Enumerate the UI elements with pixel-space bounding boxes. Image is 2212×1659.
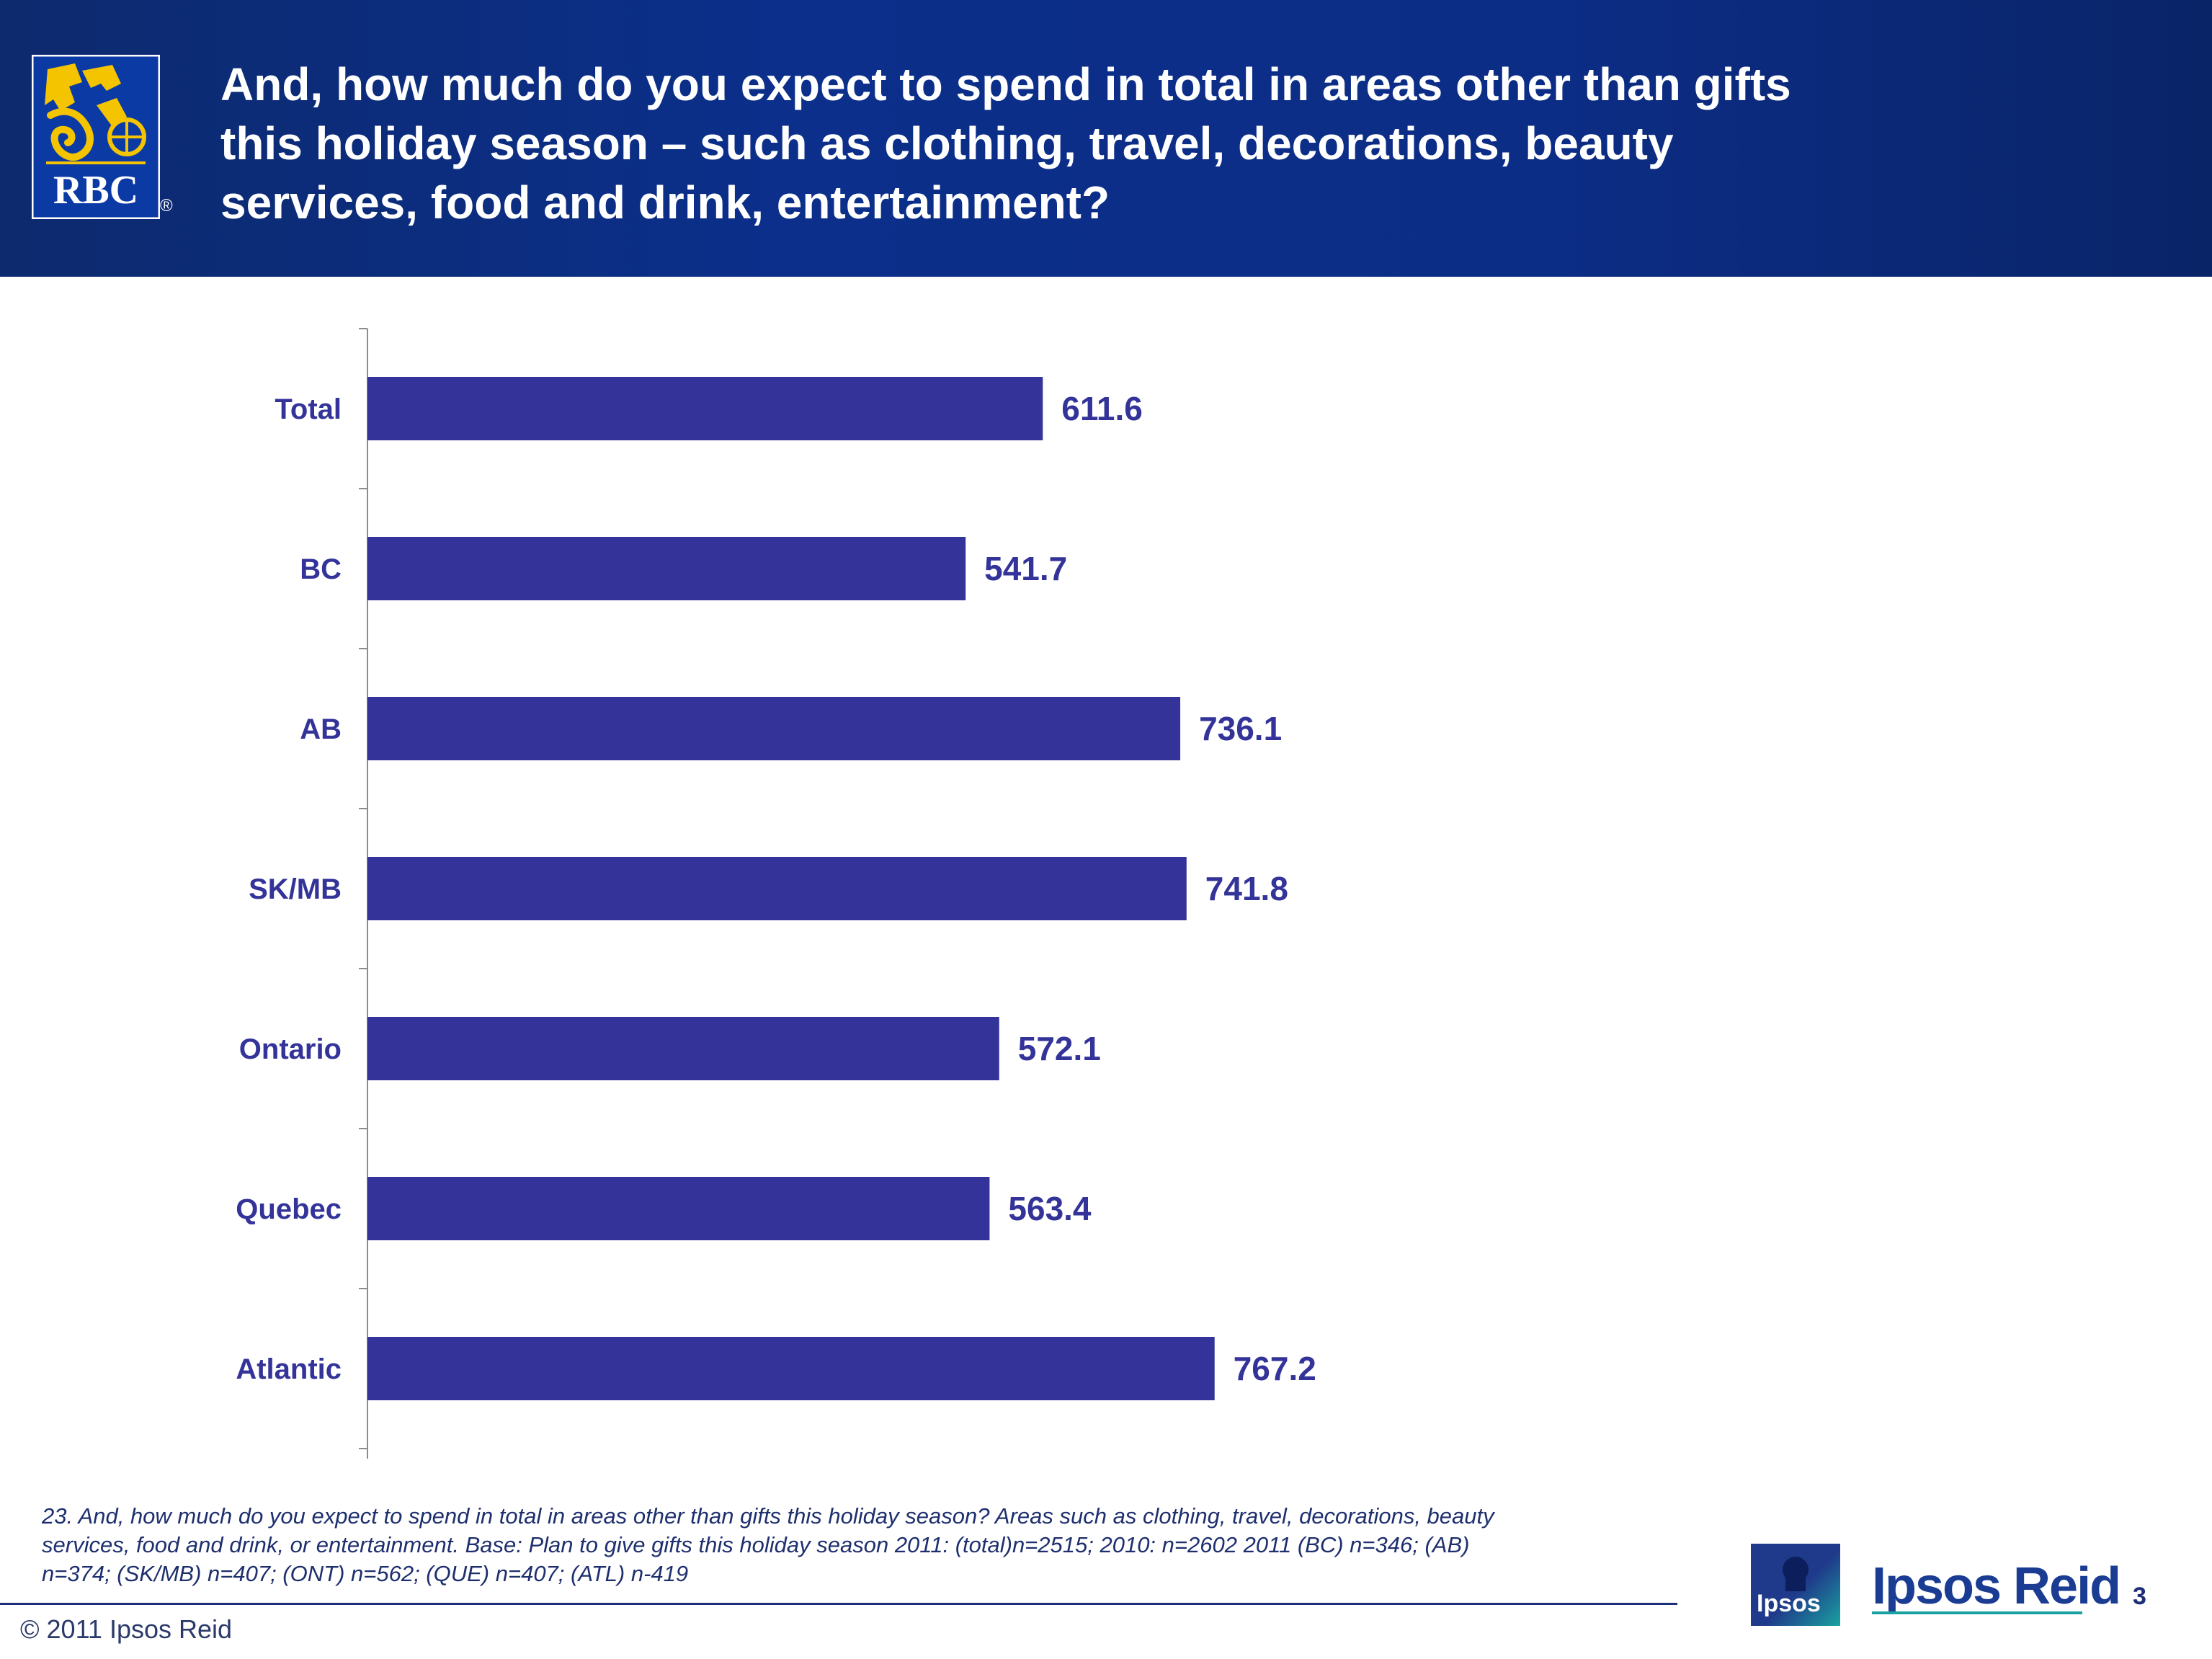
category-label: Atlantic [236, 1353, 342, 1385]
value-label: 563.4 [1008, 1190, 1092, 1227]
logo-text: RBC [53, 168, 138, 213]
category-label: Ontario [239, 1033, 342, 1065]
footnote: 23. And, how much do you expect to spend… [42, 1502, 1713, 1588]
page-number: 3 [2133, 1583, 2146, 1610]
footer-divider [0, 1603, 1677, 1605]
title-line: services, food and drink, entertainment? [220, 177, 1110, 228]
rbc-lion-logo: RBC [32, 55, 160, 219]
title-line: And, how much do you expect to spend in … [220, 58, 1791, 110]
category-label: SK/MB [249, 873, 342, 905]
footnote-line: services, food and drink, or entertainme… [42, 1532, 1470, 1557]
bar-total [367, 377, 1043, 440]
bar-bc [367, 537, 966, 600]
footnote-line: 23. And, how much do you expect to spend… [42, 1503, 1494, 1529]
bar-ontario [367, 1017, 999, 1080]
category-label: Total [275, 393, 342, 425]
value-label: 767.2 [1234, 1350, 1316, 1387]
bar-quebec [367, 1177, 990, 1240]
bar-ab [367, 697, 1181, 760]
brand-name: Ipsos Reid [1872, 1557, 2121, 1615]
header-banner: RBC ® And, how much do you expect to spe… [0, 0, 2212, 277]
title-line: this holiday season – such as clothing, … [220, 117, 1674, 169]
ipsos-head-icon [1783, 1557, 1809, 1591]
copyright-text: © 2011 Ipsos Reid [20, 1614, 233, 1644]
value-label: 611.6 [1061, 390, 1143, 427]
bar-chart: Total 611.6 BC 541.7 AB 736.1 SK/MB 741.8 Ontari… [236, 328, 1316, 1459]
registered-mark: ® [160, 196, 173, 215]
category-label: AB [300, 713, 342, 745]
value-label: 541.7 [984, 550, 1067, 587]
brand-underline [1872, 1611, 2082, 1614]
bar-sk-mb [367, 857, 1187, 920]
category-label: Quebec [236, 1193, 342, 1225]
ipsos-box-label: Ipsos [1757, 1590, 1821, 1617]
footnote-line: n=374; (SK/MB) n=407; (ONT) n=562; (QUE)… [42, 1561, 689, 1586]
bar-atlantic [367, 1337, 1215, 1400]
value-label: 736.1 [1199, 710, 1282, 747]
category-label: BC [300, 553, 342, 585]
ipsos-logo-icon [1751, 1544, 1840, 1626]
value-label: 572.1 [1018, 1030, 1101, 1067]
value-label: 741.8 [1205, 870, 1288, 907]
page-title: And, how much do you expect to spend in … [220, 55, 2022, 232]
